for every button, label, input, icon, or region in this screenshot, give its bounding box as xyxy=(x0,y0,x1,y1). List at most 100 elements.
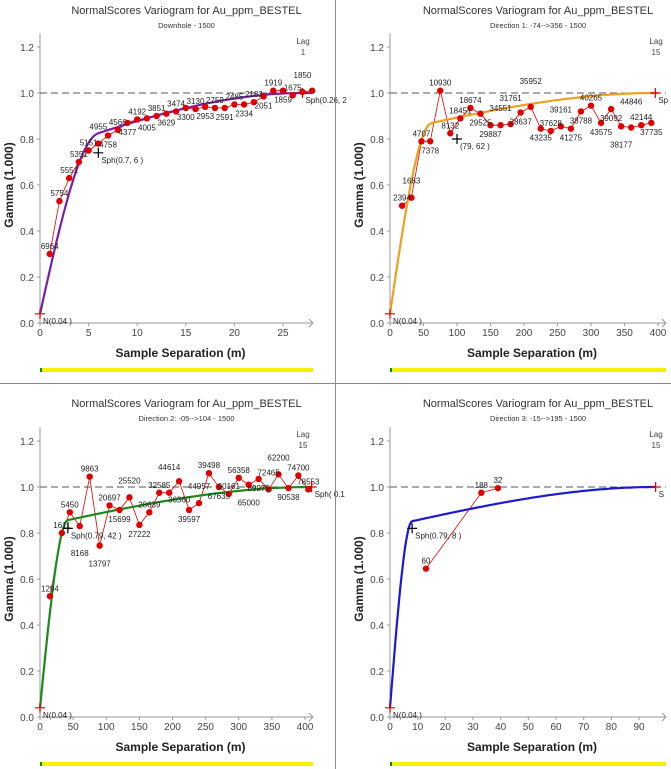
variogram-panel-direction-3: NormalScores Variogram for Au_ppm_BESTEL… xyxy=(336,385,671,769)
experimental-point xyxy=(648,119,655,127)
pair-count-label: 5754 xyxy=(51,189,69,198)
pair-count-label: 29887 xyxy=(479,130,502,139)
pair-count-label: 1859 xyxy=(274,96,292,105)
x-tick-label: 0 xyxy=(387,722,393,733)
pair-count-label: 38177 xyxy=(610,140,633,149)
pair-count-label: 32585 xyxy=(148,481,171,490)
pair-count-label: 44846 xyxy=(620,98,643,107)
lag-value: 15 xyxy=(652,48,661,57)
pair-count-label: 43235 xyxy=(530,134,553,143)
y-tick-label: 0.0 xyxy=(20,319,34,330)
model-structure-label: N(0.04 ) xyxy=(43,711,72,720)
experimental-point xyxy=(299,88,306,96)
pair-count-label: 2953 xyxy=(196,112,214,121)
experimental-point xyxy=(182,104,189,112)
experimental-point xyxy=(517,109,524,116)
pair-count-label: 7378 xyxy=(421,146,439,155)
x-tick-label: 30 xyxy=(467,722,479,733)
pair-count-label: 72465 xyxy=(257,468,280,477)
pair-count-label: 67635 xyxy=(208,492,231,501)
pair-count-label: 44614 xyxy=(158,463,181,472)
pair-count-label: 28639 xyxy=(138,500,161,509)
x-axis-label: Sample Separation (m) xyxy=(467,346,597,360)
pair-count-label: 35952 xyxy=(520,77,543,86)
pair-count-label: 18674 xyxy=(459,96,482,105)
pair-count-label: 56358 xyxy=(228,466,251,475)
pair-count-label: 40265 xyxy=(580,94,603,103)
pair-count-label: 25520 xyxy=(118,476,141,485)
pair-count-label: 4192 xyxy=(128,107,146,116)
pair-count-label: 60161 xyxy=(218,482,241,491)
pair-count-label: 3629 xyxy=(157,119,175,128)
experimental-point xyxy=(231,101,238,108)
variogram-panel-direction-2: NormalScores Variogram for Au_ppm_BESTEL… xyxy=(0,385,345,769)
model-structure-label: Sph(0.79, 8 ) xyxy=(415,531,462,540)
y-tick-label: 1.2 xyxy=(20,43,34,54)
x-tick-label: 10 xyxy=(412,722,424,733)
pair-count-label: 2183 xyxy=(245,90,263,99)
pair-count-label: 36360 xyxy=(168,495,191,504)
lag-label: Lag xyxy=(296,430,309,439)
y-tick-label: 0.4 xyxy=(370,621,384,632)
experimental-point xyxy=(422,565,430,572)
model-structure-marker xyxy=(385,702,395,713)
experimental-point xyxy=(270,87,277,94)
experimental-point xyxy=(557,123,565,130)
experimental-point xyxy=(477,110,484,117)
experimental-point xyxy=(163,110,170,117)
y-tick-label: 0.4 xyxy=(370,227,384,238)
y-tick-label: 1.2 xyxy=(20,437,34,448)
experimental-point xyxy=(494,484,502,492)
y-axis-label: Gamma (1.000) xyxy=(352,142,366,227)
pair-count-label: 1850 xyxy=(294,71,312,80)
y-tick-label: 1.0 xyxy=(370,89,384,100)
x-tick-label: 200 xyxy=(164,722,181,733)
experimental-point xyxy=(275,471,282,478)
model-structure-label: Sph(0.7, 6 ) xyxy=(101,156,143,165)
pair-count-label: 39161 xyxy=(550,105,573,114)
experimental-point xyxy=(537,125,544,132)
x-axis-arrow xyxy=(661,318,667,328)
x-tick-label: 350 xyxy=(264,722,281,733)
model-variogram-curve xyxy=(38,91,313,315)
pair-count-label: 28637 xyxy=(510,118,533,127)
x-axis-arrow xyxy=(308,318,314,328)
experimental-point xyxy=(628,124,635,131)
model-structure-marker xyxy=(650,88,661,98)
pair-count-label: 4707 xyxy=(413,129,431,138)
x-tick-label: 10 xyxy=(132,328,144,339)
y-tick-label: 0.8 xyxy=(20,529,34,540)
x-tick-label: 250 xyxy=(549,328,566,339)
experimental-point xyxy=(497,122,504,129)
y-tick-label: 0.6 xyxy=(370,575,384,586)
progress-bar xyxy=(40,762,313,766)
x-axis-label: Sample Separation (m) xyxy=(115,740,245,754)
y-tick-label: 0.6 xyxy=(20,575,34,586)
model-structure-label: S xyxy=(659,490,664,499)
experimental-point xyxy=(245,481,252,488)
x-axis-arrow xyxy=(308,712,314,722)
y-tick-label: 1.0 xyxy=(20,483,34,494)
pair-count-label: 2485 xyxy=(226,93,244,102)
pair-count-label: 1294 xyxy=(41,584,59,593)
pair-count-label: 1919 xyxy=(264,79,282,88)
experimental-point xyxy=(202,103,209,111)
model-structure-label: Sph( 0.1 xyxy=(315,490,346,499)
experimental-point xyxy=(126,494,133,501)
y-tick-label: 0.6 xyxy=(370,181,384,192)
x-tick-label: 90 xyxy=(633,722,645,733)
experimental-point xyxy=(156,489,163,496)
x-tick-label: 300 xyxy=(583,328,600,339)
pair-count-label: 29525 xyxy=(469,119,492,128)
experimental-point xyxy=(587,102,595,109)
experimental-point xyxy=(487,122,494,129)
pair-count-label: 27222 xyxy=(128,530,151,539)
model-structure-marker xyxy=(93,147,104,158)
experimental-point xyxy=(418,138,425,145)
x-tick-label: 20 xyxy=(440,722,452,733)
x-axis-arrow xyxy=(661,712,667,722)
pair-count-label: 15699 xyxy=(108,515,131,524)
pair-count-label: 5450 xyxy=(61,500,79,509)
pair-count-label: 43575 xyxy=(590,128,613,137)
progress-bar-start xyxy=(40,368,42,372)
